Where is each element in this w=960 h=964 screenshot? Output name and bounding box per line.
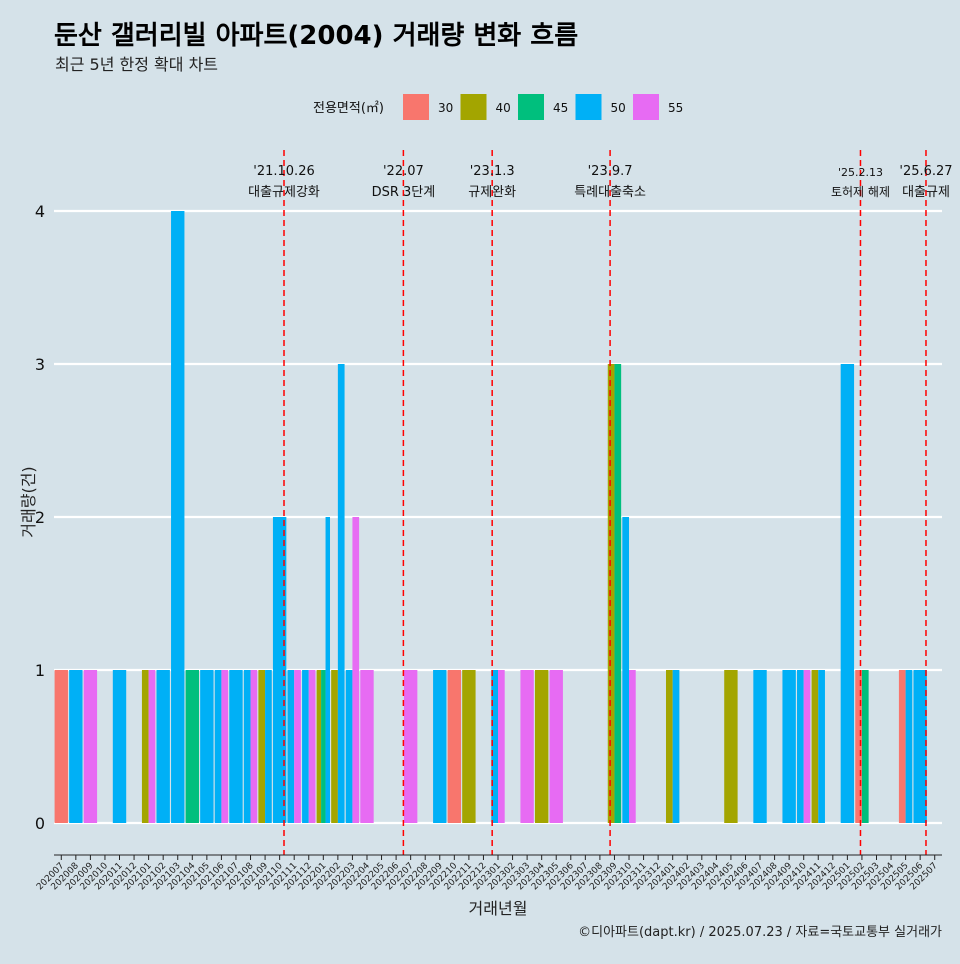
legend-label-40: 40: [496, 101, 511, 115]
legend-swatch-50: [575, 94, 602, 120]
event-label: 대출규제강화: [248, 185, 320, 200]
legend-label-55: 55: [668, 101, 683, 115]
bar-202301-50: [491, 670, 498, 823]
bar-202110-50: [272, 517, 287, 823]
bar-202111-55: [294, 670, 301, 823]
bar-202011-50: [112, 670, 127, 823]
bar-202201-45: [321, 670, 326, 823]
bar-202203-55: [352, 517, 360, 823]
legend-label-45: 45: [553, 101, 568, 115]
bar-202305-55: [549, 670, 563, 823]
event-lines: '21.10.26 대출규제강화 '22.07 DSR 3단계 '23.1.3 규제완화 '…: [248, 150, 953, 855]
bar-202411-40: [811, 670, 819, 823]
bar-202401-50: [672, 670, 680, 823]
event-label: 토허제 해제: [831, 185, 890, 199]
bar-202106-55: [221, 670, 229, 823]
x-axis: 2020072020082020092020102020112020122021…: [35, 854, 942, 892]
bar-202202-50: [337, 364, 345, 823]
event-label: 규제완화: [468, 185, 516, 200]
bar-202210-30: [447, 670, 462, 823]
bar-202211-40: [462, 670, 476, 823]
legend-swatch-40: [460, 94, 487, 120]
y-axis: 0 1 2 3 4: [35, 202, 45, 833]
bar-202111-50: [287, 670, 295, 823]
bar-202310-55: [629, 670, 636, 823]
caption: ©디아파트(dapt.kr) / 2025.07.23 / 자료=국토교통부 실…: [578, 925, 942, 940]
event-date: '21.10.26: [253, 164, 314, 179]
bar-202102-50: [156, 670, 170, 823]
bar-202106-50: [214, 670, 222, 823]
y-tick-label: 1: [35, 661, 45, 680]
bar-202505-30: [898, 670, 906, 823]
bar-202104-45: [185, 670, 199, 823]
bar-202310-50: [622, 517, 630, 823]
bar-202309-45: [614, 364, 622, 823]
bar-202410-50: [797, 670, 804, 823]
bar-202201-40: [316, 670, 322, 823]
bar-202309-40: [607, 364, 615, 823]
bar-202201-50: [325, 517, 331, 823]
event-label: 특례대출축소: [574, 185, 646, 200]
bar-202405-40: [724, 670, 738, 823]
bar-202209-50: [433, 670, 447, 823]
bar-202109-40: [258, 670, 266, 823]
bar-202501-50: [840, 364, 855, 823]
legend-label-50: 50: [611, 101, 626, 115]
bar-202103-50: [171, 211, 185, 823]
bar-202411-50: [818, 670, 825, 823]
y-tick-label: 0: [35, 814, 45, 833]
x-axis-label: 거래년월: [469, 899, 528, 918]
y-tick-label: 4: [35, 202, 45, 221]
bar-202101-55: [148, 670, 156, 823]
bar-202505-50: [905, 670, 913, 823]
legend-swatch-30: [403, 94, 429, 120]
bar-202008-50: [69, 670, 83, 823]
event-date: '25.2.13: [838, 166, 883, 179]
bar-202401-40: [665, 670, 673, 823]
bar-202502-45: [861, 670, 869, 823]
bar-202112-55: [308, 670, 316, 823]
y-tick-label: 3: [35, 355, 45, 374]
bar-202203-50: [345, 670, 353, 823]
bar-202007-30: [54, 670, 68, 823]
event-date: '23.9.7: [588, 164, 633, 179]
legend-swatch-55: [633, 94, 659, 120]
bar-202407-50: [753, 670, 767, 823]
legend: 전용면적(㎡) 30 40 45 50 55: [313, 94, 683, 120]
bar-202506-50: [913, 670, 927, 823]
bar-202112-50: [302, 670, 309, 823]
legend-swatch-45: [518, 94, 544, 120]
bar-202304-40: [534, 670, 549, 823]
event-label: 대출규제: [902, 185, 950, 200]
bar-202409-50: [782, 670, 796, 823]
bar-202204-55: [360, 670, 374, 823]
bar-202108-55: [250, 670, 258, 823]
bar-202009-55: [83, 670, 98, 823]
bar-202410-55: [803, 670, 811, 823]
y-tick-label: 2: [35, 508, 45, 527]
bar-202101-40: [141, 670, 149, 823]
legend-label-30: 30: [438, 101, 453, 115]
event-date: '25.6.27: [899, 164, 952, 179]
bar-202202-40: [331, 670, 338, 823]
bar-202502-30: [855, 670, 862, 823]
bar-202303-55: [520, 670, 534, 823]
chart-title: 둔산 갤러리빌 아파트(2004) 거래량 변화 흐름: [54, 21, 578, 51]
bars: [54, 211, 927, 823]
bar-202107-50: [229, 670, 243, 823]
bar-202301-55: [498, 670, 505, 823]
legend-title: 전용면적(㎡): [313, 101, 384, 116]
event-date: '22.07: [383, 164, 424, 179]
event-date: '23.1.3: [470, 164, 515, 179]
y-axis-label: 거래량(건): [19, 466, 38, 537]
bar-202109-50: [265, 670, 272, 823]
bar-202207-55: [403, 670, 418, 823]
bar-202108-50: [243, 670, 251, 823]
bar-202105-50: [200, 670, 214, 823]
event-label: DSR 3단계: [372, 185, 436, 200]
chart-subtitle: 최근 5년 한정 확대 차트: [55, 55, 218, 74]
